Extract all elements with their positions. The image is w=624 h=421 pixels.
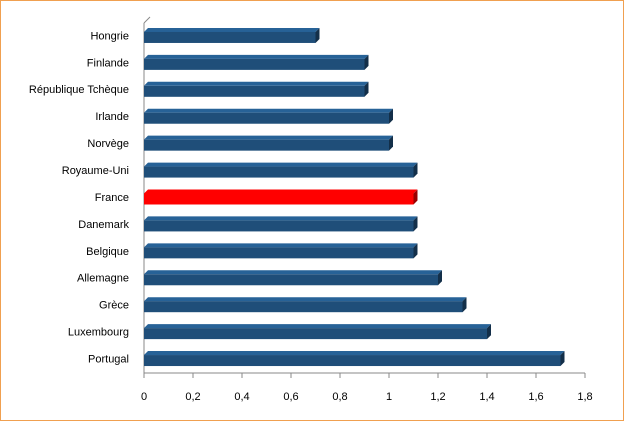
bar-top <box>144 189 418 194</box>
x-tick-label: 0,6 <box>283 391 298 403</box>
bar-top <box>144 108 393 113</box>
bar-side <box>364 54 369 70</box>
bar <box>144 31 316 43</box>
bar-side <box>560 351 565 367</box>
bar <box>144 220 414 232</box>
bar-side <box>413 189 418 205</box>
bar-side <box>413 216 418 232</box>
y-tick-label: Irlande <box>95 111 129 123</box>
bar <box>144 112 389 124</box>
bar-top <box>144 324 491 329</box>
y-tick-label: Royaume-Uni <box>62 165 129 177</box>
x-tick-label: 1,8 <box>577 391 592 403</box>
bar-top <box>144 54 369 59</box>
wall-edge <box>143 16 151 24</box>
y-tick-label: Luxembourg <box>68 327 129 339</box>
x-tick-label: 1,2 <box>430 391 445 403</box>
x-tick-label: 1 <box>386 391 392 403</box>
bar <box>144 166 414 178</box>
bar-side <box>413 162 418 178</box>
bar-side <box>389 135 393 151</box>
bar <box>144 301 463 313</box>
bar-side <box>315 27 320 43</box>
bar-top <box>144 243 418 248</box>
bar-side <box>438 270 442 286</box>
bar-side <box>364 81 369 97</box>
y-tick-label: Norvège <box>87 138 129 150</box>
x-tick-label: 1,4 <box>479 391 494 403</box>
bar-top <box>144 135 393 140</box>
bar <box>144 274 438 286</box>
y-tick-label: Grèce <box>99 300 129 312</box>
bar-top <box>144 270 442 275</box>
bar <box>144 328 487 340</box>
bar <box>144 247 414 259</box>
bar-top <box>144 162 418 167</box>
bar-top <box>144 297 467 302</box>
bar <box>144 139 389 151</box>
bar-top <box>144 27 320 32</box>
bar-top <box>144 81 369 86</box>
bar <box>144 85 365 97</box>
y-tick-label: Belgique <box>86 246 129 258</box>
bar-side <box>462 297 467 313</box>
y-tick-label: Finlande <box>87 57 129 69</box>
x-tick-label: 0,2 <box>185 391 200 403</box>
x-tick-label: 0,4 <box>234 391 249 403</box>
bar-side <box>487 324 491 340</box>
y-tick-label: France <box>95 192 129 204</box>
x-tick-label: 0 <box>141 391 147 403</box>
bar-side <box>389 108 393 124</box>
y-tick-label: Hongrie <box>90 30 129 42</box>
y-tick-label: Allemagne <box>77 273 129 285</box>
bar <box>144 355 561 367</box>
bar-top <box>144 216 418 221</box>
bar-side <box>413 243 418 259</box>
bar <box>144 58 365 70</box>
x-tick-label: 1,6 <box>528 391 543 403</box>
y-tick-label: Portugal <box>88 353 129 365</box>
x-tick-label: 0,8 <box>332 391 347 403</box>
bar-top <box>144 351 565 356</box>
bar <box>144 193 414 205</box>
y-tick-label: République Tchèque <box>29 84 129 96</box>
y-tick-label: Danemark <box>78 219 129 231</box>
